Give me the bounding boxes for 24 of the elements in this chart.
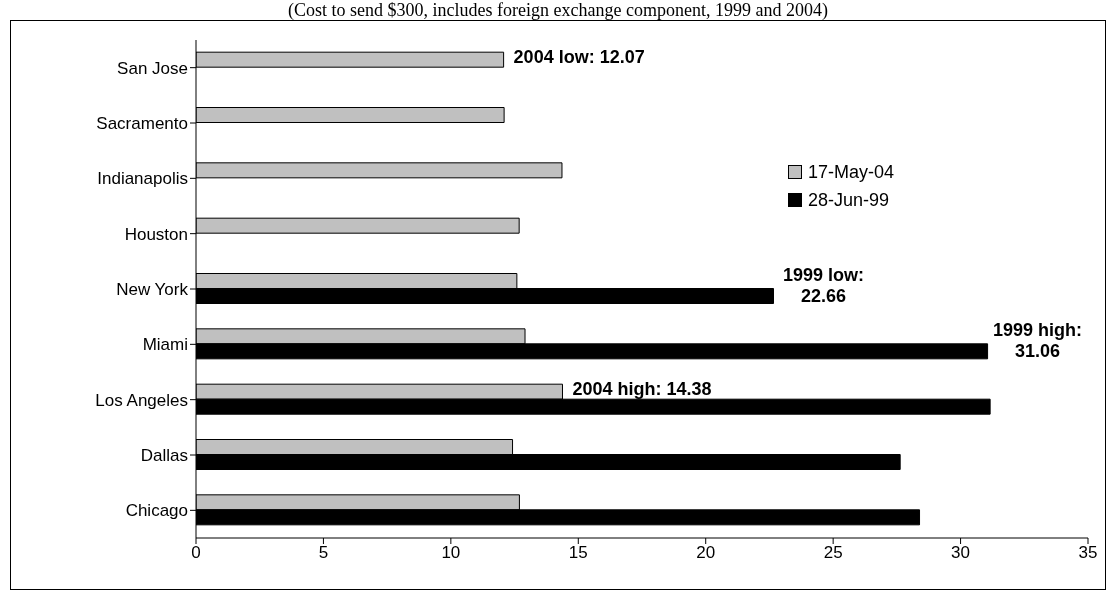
x-tick-label: 0	[191, 543, 201, 563]
annotation: 2004 low: 12.07	[513, 46, 645, 67]
x-tick-label: 25	[823, 543, 843, 563]
y-tick-label: Miami	[142, 335, 188, 355]
annotation: 1999 high: 31.06	[993, 320, 1083, 362]
x-tick-label: 35	[1078, 543, 1098, 563]
x-tick-label: 10	[441, 543, 461, 563]
y-tick-label: Los Angeles	[95, 390, 188, 410]
x-tick-label: 20	[696, 543, 716, 563]
y-tick-label: Sacramento	[96, 114, 188, 134]
legend-label: 28-Jun-99	[808, 189, 890, 212]
y-tick-label: New York	[116, 280, 189, 300]
y-tick-label: Indianapolis	[97, 169, 188, 189]
x-tick-label: 30	[951, 543, 971, 563]
y-tick-label: Dallas	[140, 446, 188, 466]
y-tick-label: Houston	[124, 224, 188, 244]
x-tick-label: 5	[318, 543, 329, 563]
y-tick-label: San Jose	[117, 58, 188, 78]
annotation: 1999 low: 22.66	[782, 265, 865, 306]
x-tick-label: 15	[568, 543, 588, 563]
y-tick-label: Chicago	[125, 501, 188, 521]
legend-label: 17-May-04	[808, 161, 895, 184]
annotation: 2004 high: 14.38	[572, 378, 712, 399]
chart-subtitle: (Cost to send $300, includes foreign exchange component, 1999 and 2004)	[287, 0, 829, 21]
